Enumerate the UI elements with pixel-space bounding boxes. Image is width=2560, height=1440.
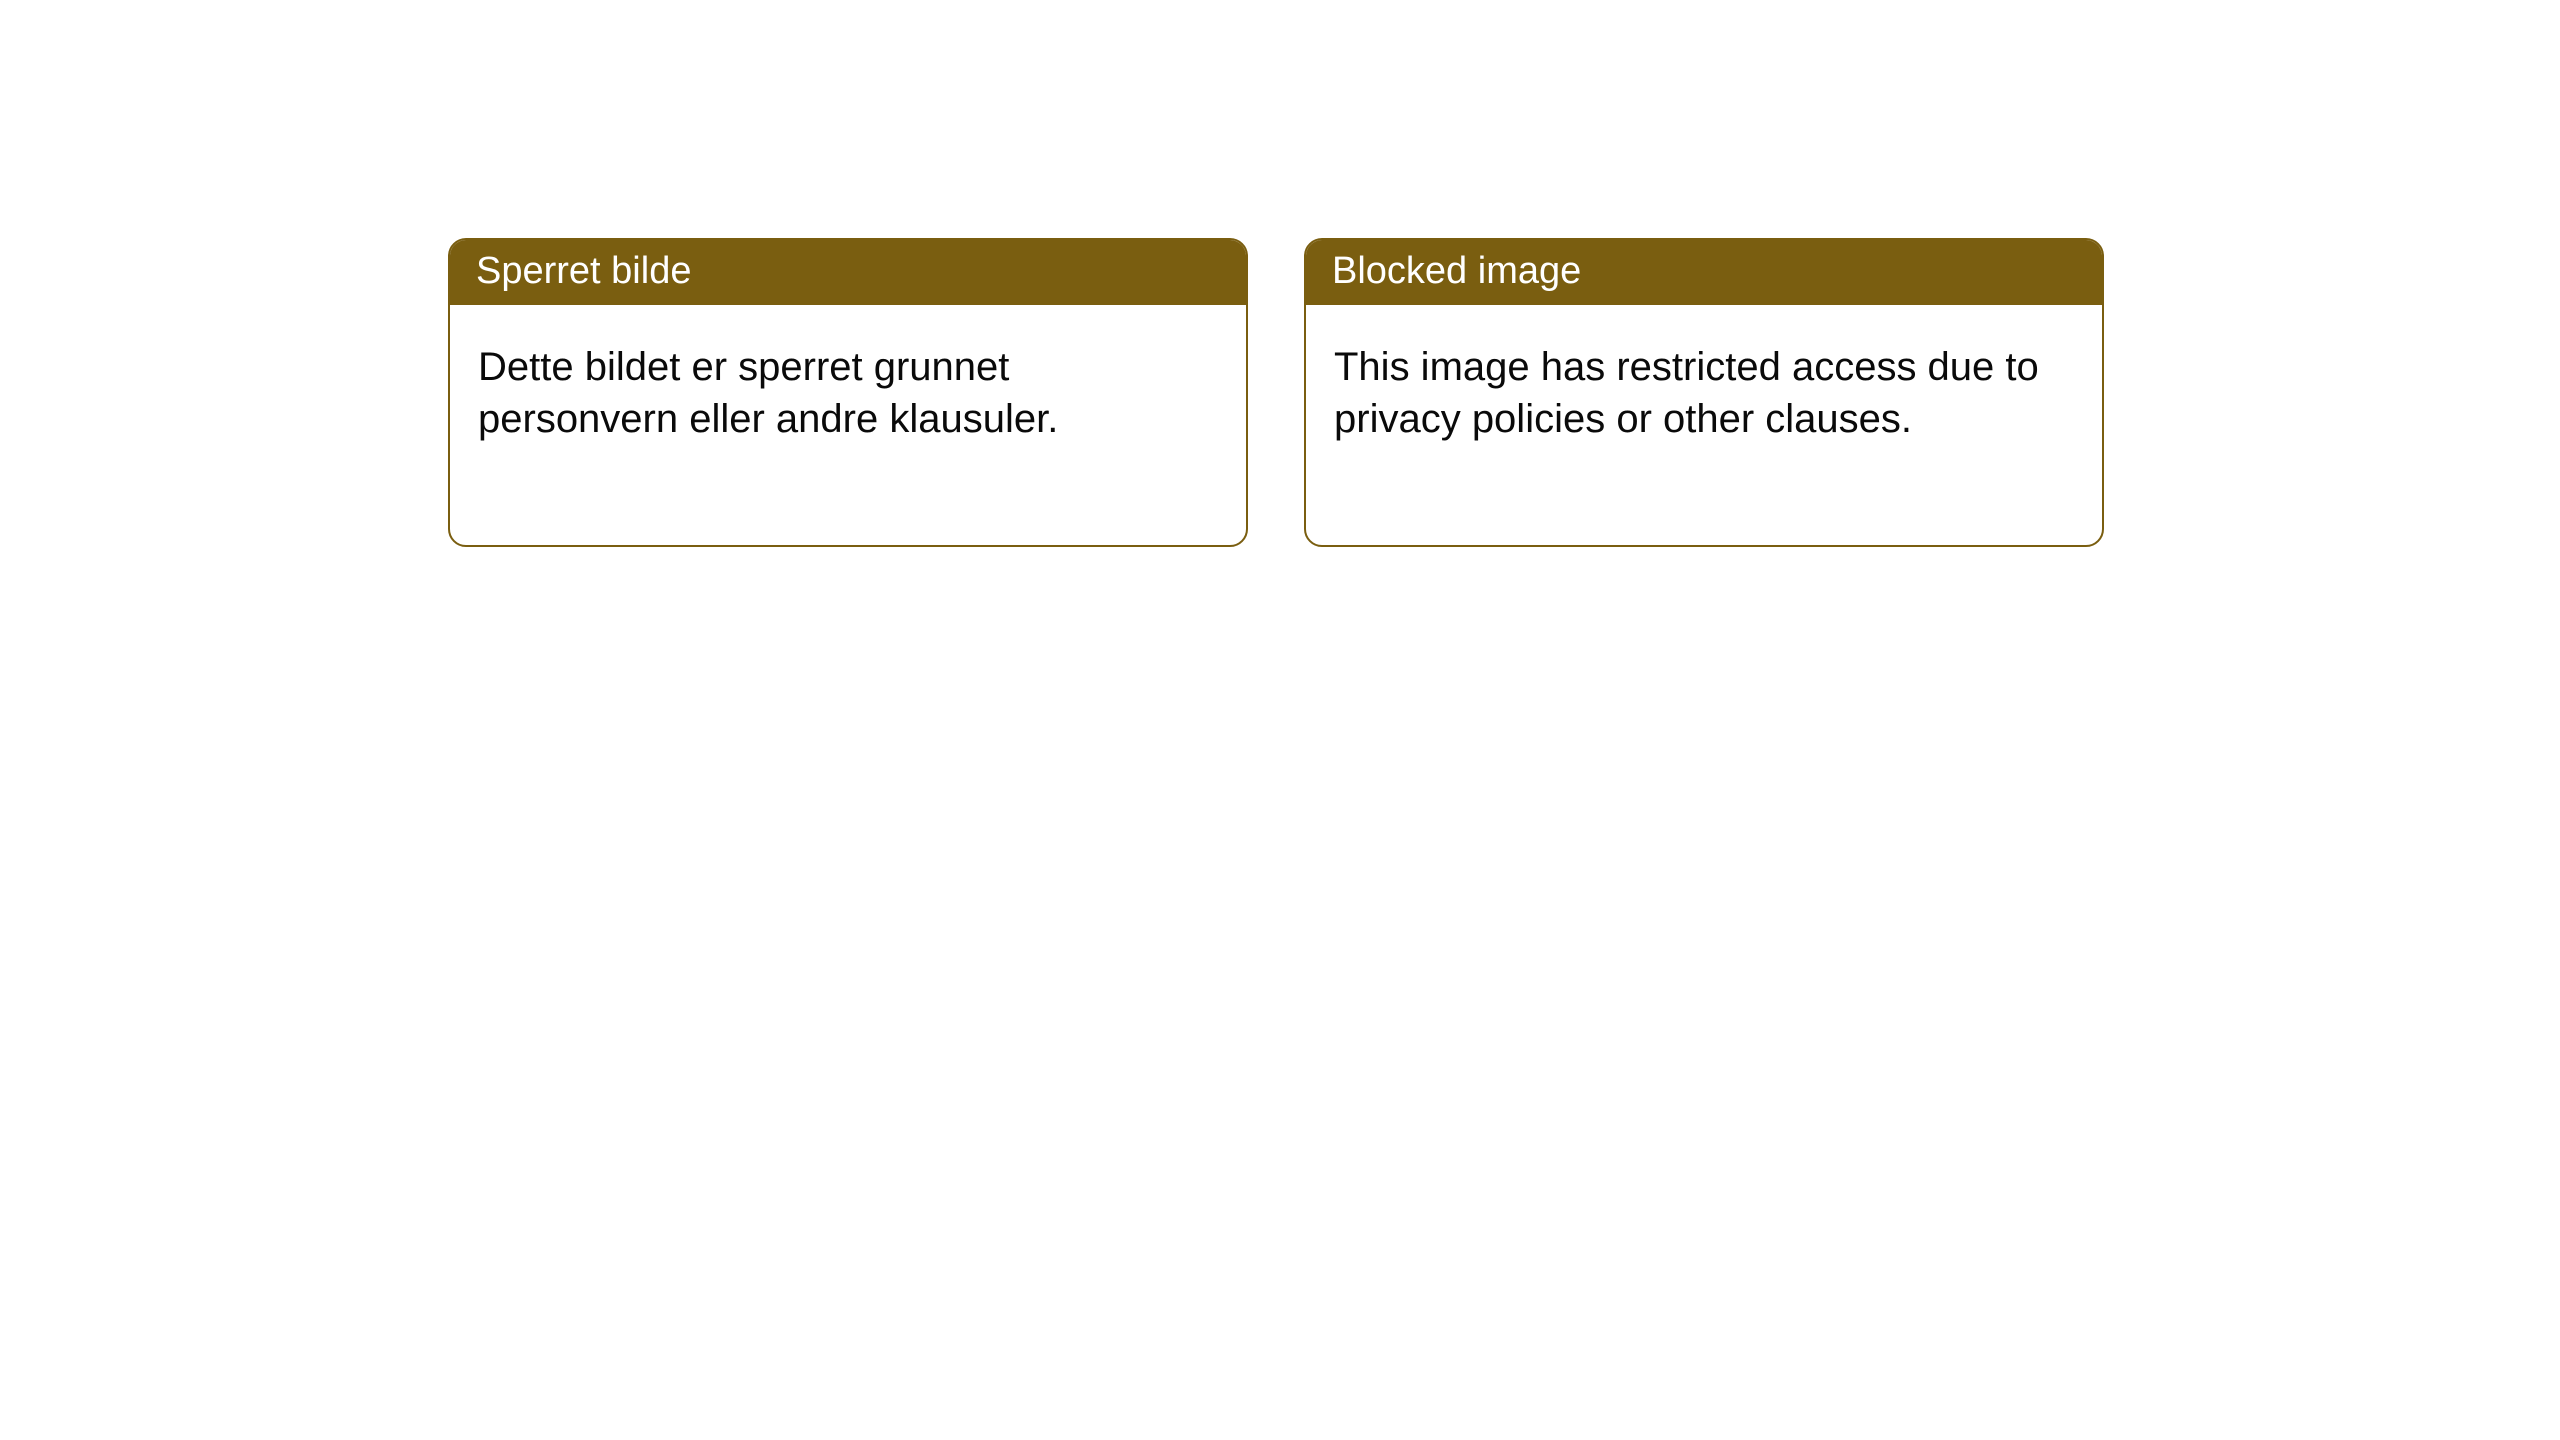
card-title-en: Blocked image (1332, 250, 1581, 292)
notice-cards-container: Sperret bilde Dette bildet er sperret gr… (448, 238, 2104, 547)
card-header-en: Blocked image (1306, 240, 2102, 305)
blocked-image-card-no: Sperret bilde Dette bildet er sperret gr… (448, 238, 1248, 547)
card-body-text-en: This image has restricted access due to … (1334, 345, 2039, 441)
card-body-en: This image has restricted access due to … (1306, 305, 2102, 545)
card-body-text-no: Dette bildet er sperret grunnet personve… (478, 345, 1058, 441)
card-body-no: Dette bildet er sperret grunnet personve… (450, 305, 1246, 545)
blocked-image-card-en: Blocked image This image has restricted … (1304, 238, 2104, 547)
card-header-no: Sperret bilde (450, 240, 1246, 305)
card-title-no: Sperret bilde (476, 250, 691, 292)
